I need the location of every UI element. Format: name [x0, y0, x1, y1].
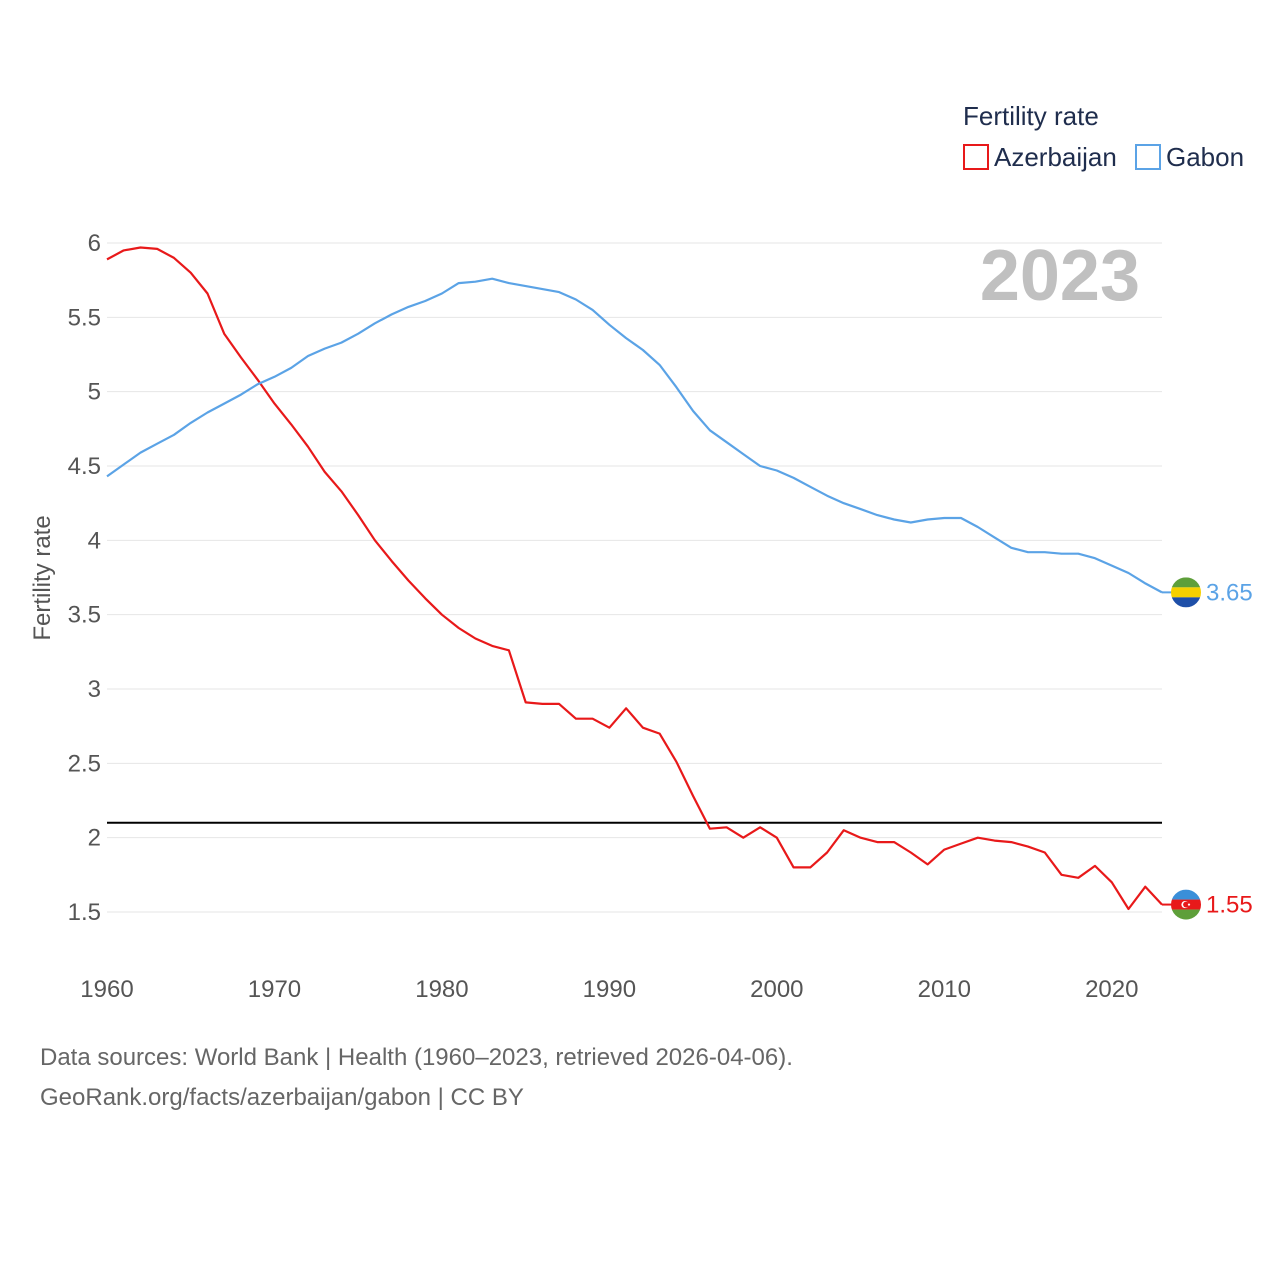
- x-tick-label: 2020: [1085, 976, 1138, 1003]
- legend-label-gabon: Gabon: [1166, 142, 1244, 172]
- y-axis-title: Fertility rate: [29, 515, 56, 640]
- y-tick-label: 3.5: [68, 602, 101, 629]
- y-tick-label: 6: [88, 230, 101, 257]
- y-tick-label: 3: [88, 676, 101, 703]
- x-tick-label: 1960: [80, 976, 133, 1003]
- y-tick-label: 5: [88, 379, 101, 406]
- x-tick-label: 2000: [750, 976, 803, 1003]
- y-tick-label: 2: [88, 825, 101, 852]
- series-lines: [106, 246, 1163, 911]
- gabon-flag-icon: [1171, 577, 1201, 608]
- legend-label-azerbaijan: Azerbaijan: [994, 142, 1117, 172]
- source-url[interactable]: GeoRank.org/facts/azerbaijan/gabon | CC …: [40, 1084, 524, 1111]
- y-tick-label: 1.5: [68, 899, 101, 926]
- legend-item-gabon[interactable]: Gabon: [1135, 142, 1244, 172]
- legend-swatch-gabon: [1135, 144, 1161, 170]
- x-tick-label: 1980: [415, 976, 468, 1003]
- legend-swatch-azerbaijan: [963, 144, 989, 170]
- y-tick-label: 5.5: [68, 304, 101, 331]
- legend-item-azerbaijan[interactable]: Azerbaijan: [963, 142, 1117, 172]
- x-tick-label: 1970: [248, 976, 301, 1003]
- series-line-gabon[interactable]: [106, 277, 1163, 594]
- current-year-label: 2023: [980, 236, 1140, 316]
- x-tick-label: 1990: [583, 976, 636, 1003]
- x-axis-ticks: 1960 1970 1980 1990 2000 2010 2020: [80, 976, 1138, 1003]
- gridlines: [107, 242, 1162, 913]
- azerbaijan-flag-icon: [1171, 889, 1201, 920]
- series-end-markers: 1.55 3.65: [1162, 577, 1253, 920]
- y-tick-label: 2.5: [68, 750, 101, 777]
- legend: Fertility rate Azerbaijan Gabon: [963, 101, 1244, 172]
- legend-title: Fertility rate: [963, 101, 1099, 131]
- data-source-note: Data sources: World Bank | Health (1960–…: [40, 1044, 793, 1071]
- x-tick-label: 2010: [918, 976, 971, 1003]
- end-value-label-gabon: 3.65: [1206, 579, 1253, 606]
- y-tick-label: 4.5: [68, 453, 101, 480]
- series-line-azerbaijan[interactable]: [106, 246, 1163, 911]
- end-value-label-azerbaijan: 1.55: [1206, 892, 1253, 919]
- y-tick-label: 4: [88, 527, 101, 554]
- y-axis-ticks: 1.5 2 2.5 3 3.5 4 4.5 5 5.5 6: [68, 230, 101, 926]
